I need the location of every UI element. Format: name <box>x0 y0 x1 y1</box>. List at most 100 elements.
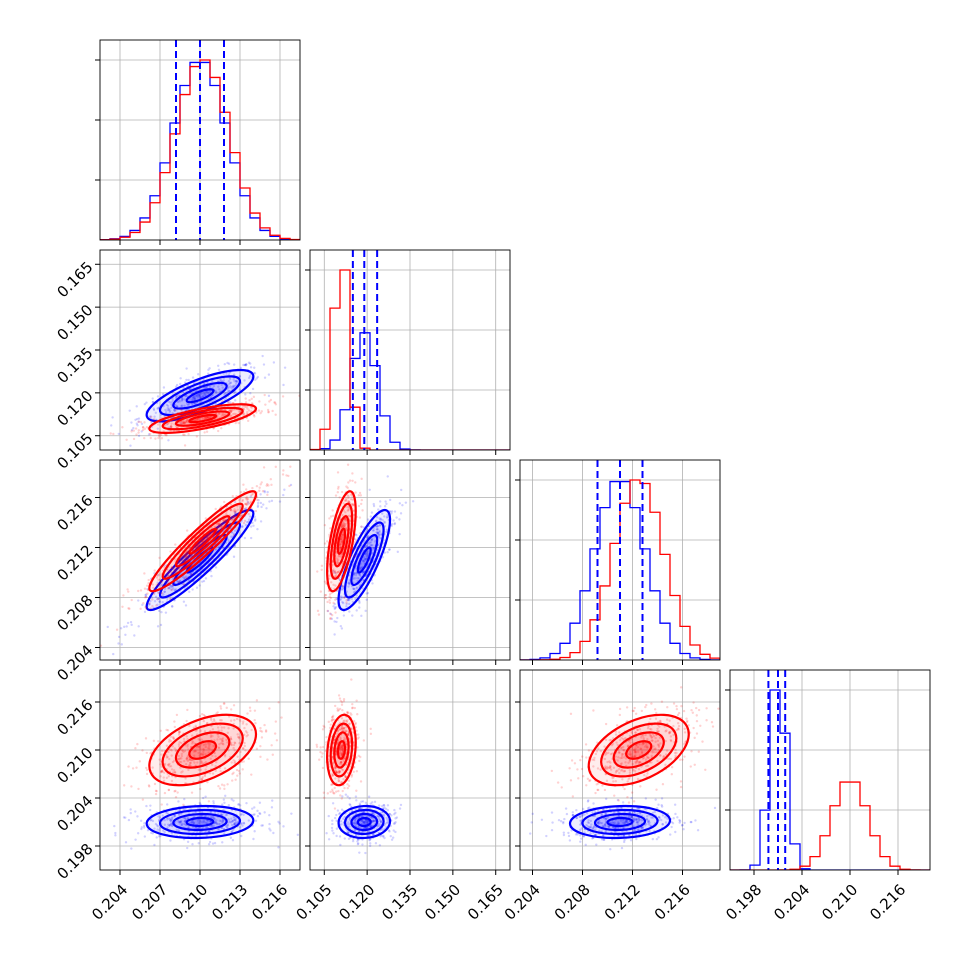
scatter-point <box>233 500 237 504</box>
scatter-point <box>194 418 198 422</box>
scatter-point <box>343 499 346 502</box>
scatter-point <box>170 821 173 824</box>
scatter-point <box>163 590 166 594</box>
scatter-point <box>338 835 342 838</box>
scatter-point <box>232 759 235 762</box>
scatter-point <box>185 550 189 553</box>
scatter-point <box>187 433 190 436</box>
scatter-point <box>239 813 243 817</box>
scatter-point <box>334 598 337 601</box>
scatter-point <box>210 824 214 828</box>
scatter-point <box>327 814 330 818</box>
scatter-point <box>180 824 183 827</box>
scatter-point <box>178 579 182 583</box>
panel-frame <box>99 459 301 661</box>
scatter-point <box>369 824 373 828</box>
scatter-point <box>383 515 386 518</box>
scatter-point <box>182 420 185 423</box>
scatter-point <box>192 397 195 400</box>
scatter-point <box>215 822 219 826</box>
scatter-point <box>158 578 162 582</box>
scatter-point <box>179 382 182 386</box>
scatter-point <box>338 543 342 547</box>
scatter-point <box>207 746 210 750</box>
scatter-point <box>186 554 189 558</box>
scatter-point <box>387 829 391 832</box>
scatter-point <box>163 424 167 427</box>
scatter-point <box>197 737 200 741</box>
scatter-point <box>136 815 139 818</box>
scatter-point <box>154 789 158 793</box>
scatter-point <box>223 801 226 804</box>
scatter-point <box>262 503 265 506</box>
scatter-point <box>383 823 387 826</box>
scatter-point <box>333 602 336 606</box>
scatter-point <box>395 816 399 819</box>
scatter-point <box>259 411 262 415</box>
scatter-point <box>333 570 337 573</box>
scatter-point <box>230 409 234 412</box>
scatter-point <box>185 577 189 580</box>
scatter-point <box>277 846 280 849</box>
scatter-point <box>106 625 109 629</box>
scatter-point <box>166 572 170 576</box>
scatter-point <box>232 743 236 747</box>
scatter-point <box>169 739 173 743</box>
scatter-point <box>177 800 180 803</box>
scatter-point <box>392 822 396 825</box>
scatter-point <box>352 503 355 506</box>
scatter-point <box>160 583 163 586</box>
scatter-point <box>232 815 235 819</box>
scatter-point <box>382 813 385 817</box>
scatter-point <box>242 404 245 408</box>
scatter-point <box>243 502 247 506</box>
scatter-point <box>181 421 185 424</box>
scatter-point <box>234 511 237 514</box>
scatter-point <box>144 595 148 598</box>
scatter-point <box>141 749 144 752</box>
scatter-point <box>243 363 246 367</box>
scatter-point <box>164 408 167 412</box>
scatter-point <box>354 723 357 726</box>
scatter-point <box>259 483 262 486</box>
scatter-point <box>242 521 246 525</box>
scatter-point <box>193 381 196 385</box>
scatter-point <box>140 826 144 829</box>
scatter-point <box>345 499 348 502</box>
scatter-point <box>353 572 357 575</box>
scatter-point <box>395 516 398 519</box>
scatter-point <box>178 731 181 734</box>
scatter-point <box>328 599 331 602</box>
scatter-point <box>393 510 397 513</box>
scatter-point <box>141 798 145 801</box>
scatter-point <box>323 542 327 545</box>
scatter-point <box>197 543 200 546</box>
density-fill <box>173 814 227 831</box>
scatter-point <box>274 465 277 469</box>
scatter-point <box>333 620 336 623</box>
scatter-point <box>187 748 190 751</box>
scatter-point <box>233 761 236 765</box>
scatter-point <box>364 552 368 555</box>
scatter-point <box>238 772 241 775</box>
panel-2-2 <box>515 459 721 665</box>
scatter-point <box>376 825 379 828</box>
scatter-point <box>362 820 366 824</box>
scatter-point <box>376 531 380 535</box>
scatter-point <box>340 535 344 539</box>
scatter-point <box>188 764 192 767</box>
scatter-point <box>345 763 348 766</box>
scatter-point <box>208 742 212 746</box>
scatter-point <box>213 525 217 529</box>
scatter-point <box>244 523 248 527</box>
scatter-point <box>340 525 344 528</box>
scatter-point <box>190 820 193 824</box>
scatter-point <box>195 586 199 589</box>
scatter-point <box>177 733 181 736</box>
scatter-point <box>220 729 223 732</box>
scatter-point <box>174 789 177 793</box>
scatter-point <box>113 824 116 828</box>
scatter-point <box>227 362 231 365</box>
scatter-point <box>224 794 227 798</box>
scatter-point <box>164 611 168 614</box>
